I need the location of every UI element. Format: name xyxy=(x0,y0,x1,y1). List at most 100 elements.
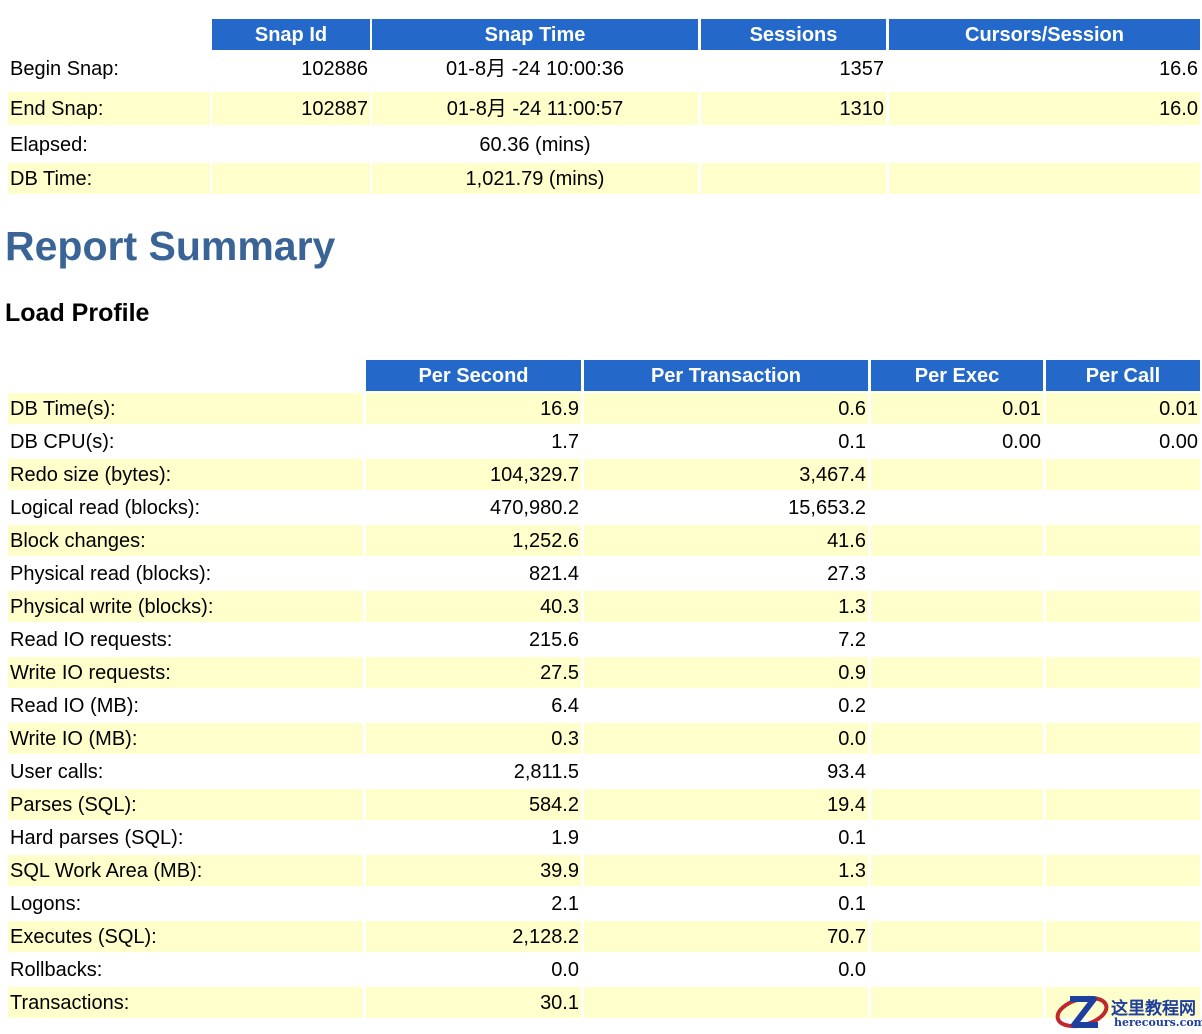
snap-cell: 102887 xyxy=(212,92,370,125)
snap-cell: 1,021.79 (mins) xyxy=(372,163,698,194)
snap-cell: 1357 xyxy=(839,58,885,80)
load-cell: 27.3 xyxy=(827,562,866,585)
load-cell: 1.3 xyxy=(584,855,868,886)
load-profile-title: Load Profile xyxy=(5,299,150,327)
watermark-logo-icon xyxy=(1055,995,1109,1029)
load-cell xyxy=(871,624,1043,655)
load-cell xyxy=(1046,954,1200,985)
snap-cell: 102886 xyxy=(301,58,368,80)
watermark-en-text: herecours.com xyxy=(1114,1016,1202,1029)
load-cell: 0.3 xyxy=(366,723,581,754)
load-row-label: User calls: xyxy=(10,760,104,783)
report-summary-title: Report Summary xyxy=(5,223,336,269)
load-cell: 0.00 xyxy=(1159,430,1198,453)
load-row-label: Write IO (MB): xyxy=(8,723,363,754)
load-cell: 6.4 xyxy=(551,694,579,717)
load-row-label: Hard parses (SQL): xyxy=(10,826,184,849)
load-cell: 0.01 xyxy=(871,393,1043,424)
load-cell: 584.2 xyxy=(366,789,581,820)
load-cell: 41.6 xyxy=(584,525,868,556)
load-cell xyxy=(871,525,1043,556)
load-cell: 0.9 xyxy=(584,657,868,688)
load-cell: 2.1 xyxy=(551,892,579,915)
load-cell: 1.3 xyxy=(584,591,868,622)
load-cell xyxy=(871,822,1043,853)
snap-cell: 1310 xyxy=(701,92,886,125)
snap-cell: 16.0 xyxy=(889,92,1200,125)
load-cell: 0.0 xyxy=(584,723,868,754)
load-cell: 215.6 xyxy=(528,628,579,651)
load-cell xyxy=(871,492,1043,523)
snap-cell: 01-8月 -24 10:00:36 xyxy=(446,58,624,80)
load-cell xyxy=(871,756,1043,787)
load-cell xyxy=(1046,492,1200,523)
snap-row-label: DB Time: xyxy=(8,163,210,194)
load-cell: 15,653.2 xyxy=(788,496,866,519)
snap-cell xyxy=(701,130,886,160)
snap-cell: 16.6 xyxy=(1159,58,1198,80)
load-row-label: DB Time(s): xyxy=(8,393,363,424)
load-row-label: Redo size (bytes): xyxy=(8,459,363,490)
load-header-cell: Per Second xyxy=(366,360,581,391)
load-cell xyxy=(871,987,1043,1018)
load-cell: 93.4 xyxy=(827,760,866,783)
load-cell: 0.0 xyxy=(838,958,866,981)
load-row-label: SQL Work Area (MB): xyxy=(8,855,363,886)
load-cell: 0.0 xyxy=(551,958,579,981)
load-cell: 2,128.2 xyxy=(366,921,581,952)
load-row-label: Physical read (blocks): xyxy=(10,562,212,585)
load-row-label: Write IO requests: xyxy=(8,657,363,688)
load-cell xyxy=(1046,525,1200,556)
load-cell: 821.4 xyxy=(528,562,579,585)
snap-cell xyxy=(889,130,1200,160)
watermark-cn-text: 这里教程网 xyxy=(1111,999,1196,1019)
load-cell xyxy=(871,921,1043,952)
load-row-label: Read IO (MB): xyxy=(10,694,139,717)
load-cell: 3,467.4 xyxy=(584,459,868,490)
snap-cell xyxy=(889,163,1200,194)
load-cell xyxy=(871,591,1043,622)
load-cell xyxy=(1046,459,1200,490)
load-cell: 0.1 xyxy=(838,826,866,849)
load-cell xyxy=(871,690,1043,721)
load-cell: 40.3 xyxy=(366,591,581,622)
load-cell xyxy=(1046,888,1200,919)
load-row-label: Parses (SQL): xyxy=(8,789,363,820)
load-cell xyxy=(871,657,1043,688)
load-cell xyxy=(1046,591,1200,622)
load-row-label: DB CPU(s): xyxy=(10,430,115,453)
snap-cell: 01-8月 -24 11:00:57 xyxy=(372,92,698,125)
load-cell xyxy=(871,855,1043,886)
load-cell: 1,252.6 xyxy=(366,525,581,556)
load-cell xyxy=(871,459,1043,490)
load-row-label: Physical write (blocks): xyxy=(8,591,363,622)
load-row-label: Logical read (blocks): xyxy=(10,496,201,519)
load-row-label: Block changes: xyxy=(8,525,363,556)
load-cell xyxy=(871,888,1043,919)
load-header-cell: Per Exec xyxy=(871,360,1043,391)
load-cell: 470,980.2 xyxy=(490,496,579,519)
load-cell: 70.7 xyxy=(584,921,868,952)
snap-cell xyxy=(212,130,370,160)
load-cell xyxy=(1046,921,1200,952)
load-row-label: Read IO requests: xyxy=(10,628,173,651)
snap-row-label: End Snap: xyxy=(8,92,210,125)
load-cell: 0.1 xyxy=(838,892,866,915)
load-cell xyxy=(1046,756,1200,787)
snap-row-label: Elapsed: xyxy=(10,134,88,156)
load-cell: 0.1 xyxy=(838,430,866,453)
load-cell xyxy=(871,723,1043,754)
load-cell: 16.9 xyxy=(366,393,581,424)
load-cell: 1.9 xyxy=(551,826,579,849)
load-cell: 19.4 xyxy=(584,789,868,820)
load-cell xyxy=(1046,822,1200,853)
load-row-label: Transactions: xyxy=(8,987,363,1018)
load-cell xyxy=(1046,855,1200,886)
snap-cell xyxy=(701,163,886,194)
load-cell: 104,329.7 xyxy=(366,459,581,490)
load-cell: 0.2 xyxy=(838,694,866,717)
load-row-label: Rollbacks: xyxy=(10,958,103,981)
load-cell xyxy=(871,954,1043,985)
load-row-label: Executes (SQL): xyxy=(8,921,363,952)
load-cell: 0.00 xyxy=(1002,430,1041,453)
